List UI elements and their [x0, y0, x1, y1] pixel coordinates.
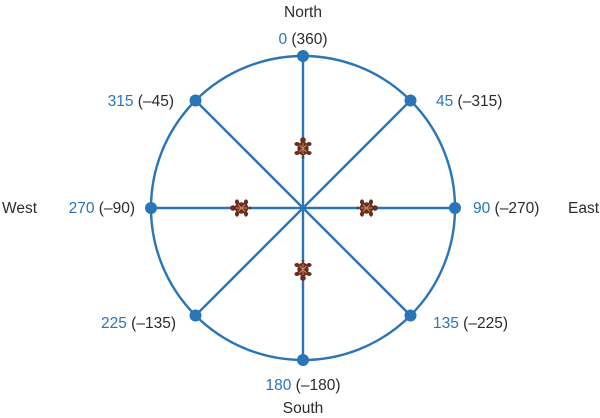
north-label: North — [284, 4, 322, 21]
heading-label-45: 45 (–315) — [436, 93, 502, 110]
spoke-line-135 — [302, 207, 412, 317]
heading-point-225 — [189, 309, 202, 322]
heading-label-90: 90 (–270) — [473, 200, 539, 217]
turtle-east-icon — [357, 199, 378, 217]
heading-value: 135 — [433, 315, 459, 332]
heading-point-90 — [449, 202, 461, 214]
turtle-south-icon — [294, 260, 312, 281]
heading-label-180: 180 (–180) — [266, 377, 341, 394]
heading-point-180 — [297, 354, 309, 366]
west-label: West — [2, 200, 38, 217]
turtle-north-icon — [294, 137, 312, 158]
heading-point-0 — [297, 50, 309, 62]
heading-label-315: 315 (–45) — [108, 93, 174, 110]
turtle-west-icon — [230, 199, 251, 217]
heading-point-45 — [404, 94, 417, 107]
heading-point-135 — [404, 309, 417, 322]
heading-value: 270 — [69, 200, 95, 217]
heading-point-270 — [145, 202, 157, 214]
spoke-line-315 — [194, 99, 304, 209]
turtle-icons — [230, 137, 378, 281]
heading-value: 180 — [266, 377, 292, 394]
heading-point-315 — [189, 94, 202, 107]
heading-negative-value: (–270) — [490, 200, 539, 217]
heading-label-135: 135 (–225) — [433, 315, 508, 332]
heading-negative-value: (–45) — [134, 93, 175, 110]
heading-negative-value: (–315) — [453, 93, 502, 110]
south-label: South — [283, 400, 324, 417]
heading-negative-value: (360) — [287, 31, 328, 48]
heading-value: 225 — [101, 315, 127, 332]
heading-labels: 0 (360) 45 (–315) 90 (–270) 135 (–225) 180 (… — [69, 31, 540, 394]
heading-label-225: 225 (–135) — [101, 315, 176, 332]
spoke-lines — [151, 56, 455, 360]
heading-label-270: 270 (–90) — [69, 200, 135, 217]
heading-value: 0 — [278, 31, 287, 48]
heading-value: 315 — [108, 93, 134, 110]
east-label: East — [568, 200, 600, 217]
heading-negative-value: (–135) — [127, 315, 176, 332]
heading-negative-value: (–180) — [291, 377, 340, 394]
spoke-line-45 — [302, 99, 412, 209]
spoke-line-225 — [194, 207, 304, 317]
heading-negative-value: (–90) — [95, 200, 136, 217]
heading-value: 45 — [436, 93, 453, 110]
heading-label-0: 0 (360) — [278, 31, 327, 48]
heading-points — [145, 50, 461, 366]
heading-negative-value: (–225) — [459, 315, 508, 332]
heading-value: 90 — [473, 200, 491, 217]
